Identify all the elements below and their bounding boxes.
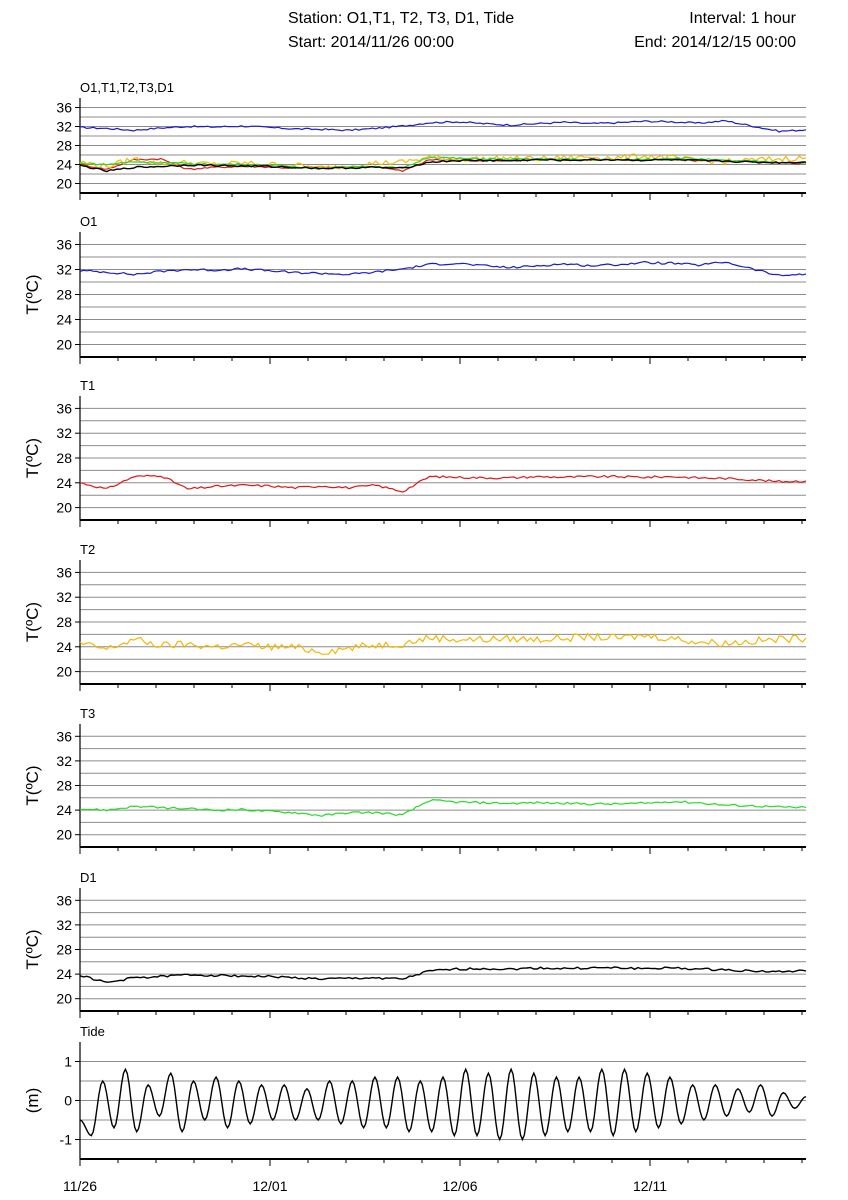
y-tick-label: 32 — [56, 262, 72, 278]
y-tick-label: -1 — [60, 1132, 73, 1148]
y-tick-label: 20 — [56, 991, 72, 1007]
y-axis-label: T(ºC) — [23, 929, 42, 969]
series-line-t1 — [79, 474, 807, 493]
x-tick-label: 11/26 — [63, 1178, 97, 1194]
end-header: End: 2014/12/15 00:00 — [634, 34, 796, 51]
start-header: Start: 2014/11/26 00:00 — [288, 34, 455, 51]
panel-3: 20 24 28 32 36 T1 T(ºC) — [23, 378, 807, 527]
y-tick-label: 32 — [56, 917, 72, 933]
y-tick-label: 28 — [56, 450, 72, 466]
y-tick-label: 28 — [56, 614, 72, 630]
panel-title: T1 — [80, 378, 95, 393]
series-line-t2 — [79, 632, 807, 655]
x-tick-label: 12/01 — [252, 1178, 287, 1194]
x-tick-label: 12/06 — [442, 1178, 477, 1194]
y-tick-label: 32 — [56, 119, 72, 135]
panel-4: 20 24 28 32 36 T2 T(ºC) — [23, 542, 807, 691]
y-axis-label: (m) — [23, 1088, 42, 1113]
y-tick-label: 20 — [56, 827, 72, 843]
interval-header: Interval: 1 hour — [689, 10, 796, 27]
y-tick-label: 24 — [56, 639, 72, 655]
y-tick-label: 24 — [56, 157, 72, 173]
y-tick-label: 28 — [56, 138, 72, 154]
panel-title: T3 — [80, 706, 95, 721]
y-tick-label: 28 — [56, 778, 72, 794]
y-tick-label: 24 — [56, 475, 72, 491]
y-tick-label: 36 — [56, 237, 72, 253]
panel-title: O1 — [80, 214, 97, 229]
series-line-tide — [79, 1067, 807, 1142]
y-tick-label: 36 — [56, 100, 72, 116]
y-tick-label: 1 — [64, 1054, 72, 1070]
y-tick-label: 0 — [64, 1093, 72, 1109]
y-tick-label: 20 — [56, 500, 72, 516]
panel-title: D1 — [80, 870, 97, 885]
y-axis-label: T(ºC) — [23, 274, 42, 314]
panel-7: -1 0 1 Tide (m) — [23, 1024, 807, 1166]
series-line-t3 — [79, 798, 807, 817]
panel-5: 20 24 28 32 36 T3 T(ºC) — [23, 706, 807, 854]
y-tick-label: 28 — [56, 287, 72, 303]
panel-1: 20 24 28 32 36 O1,T1,T2,T3,D1 — [56, 80, 807, 200]
y-tick-label: 36 — [56, 892, 72, 908]
series-line-t3 — [80, 156, 807, 170]
y-tick-label: 20 — [56, 337, 72, 353]
panel-title: T2 — [80, 542, 95, 557]
y-tick-label: 24 — [56, 966, 72, 982]
station-header: Station: O1,T1, T2, T3, D1, Tide — [288, 10, 515, 27]
series-line-t2 — [79, 153, 807, 171]
y-tick-label: 20 — [56, 176, 72, 192]
y-tick-label: 24 — [56, 802, 72, 818]
panel-6: 20 24 28 32 36 D1 T(ºC) — [23, 870, 807, 1018]
x-tick-label: 12/11 — [633, 1178, 667, 1194]
y-axis-label: T(ºC) — [23, 438, 42, 478]
y-tick-label: 20 — [56, 664, 72, 680]
panel-2: 20 24 28 32 36 O1 T(ºC) — [23, 214, 807, 364]
y-axis-label: T(ºC) — [23, 765, 42, 805]
y-tick-label: 28 — [56, 942, 72, 958]
y-tick-label: 32 — [56, 753, 72, 769]
y-tick-label: 36 — [56, 564, 72, 580]
y-tick-label: 32 — [56, 425, 72, 441]
y-tick-label: 24 — [56, 312, 72, 328]
series-line-d1 — [79, 158, 807, 173]
series-line-d1 — [79, 966, 807, 983]
y-tick-label: 36 — [56, 400, 72, 416]
series-line-o1 — [79, 260, 807, 277]
panel-title: O1,T1,T2,T3,D1 — [80, 80, 174, 95]
panel-title: Tide — [80, 1024, 105, 1039]
y-tick-label: 32 — [56, 589, 72, 605]
y-axis-label: T(ºC) — [23, 602, 42, 642]
y-tick-label: 36 — [56, 728, 72, 744]
series-line-o1 — [79, 119, 807, 133]
